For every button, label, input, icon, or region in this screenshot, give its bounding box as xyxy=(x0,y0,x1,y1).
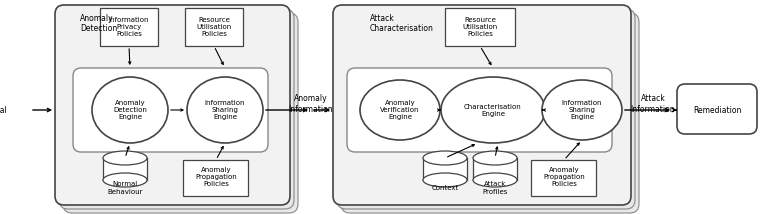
Text: Attack
Information: Attack Information xyxy=(631,94,675,114)
Ellipse shape xyxy=(473,151,517,165)
FancyBboxPatch shape xyxy=(59,9,294,209)
Ellipse shape xyxy=(542,80,622,140)
Ellipse shape xyxy=(92,77,168,143)
Ellipse shape xyxy=(423,173,467,187)
FancyBboxPatch shape xyxy=(100,8,158,46)
Text: Anomaly
Detection: Anomaly Detection xyxy=(80,14,117,33)
Ellipse shape xyxy=(423,151,467,165)
FancyBboxPatch shape xyxy=(185,8,243,46)
Text: Remediation: Remediation xyxy=(693,106,741,114)
Text: Information
Privacy
Policies: Information Privacy Policies xyxy=(109,17,149,37)
FancyBboxPatch shape xyxy=(73,68,268,152)
Ellipse shape xyxy=(441,77,545,143)
Ellipse shape xyxy=(187,77,263,143)
Bar xyxy=(473,158,517,180)
Ellipse shape xyxy=(103,151,147,165)
Text: Characterisation
Engine: Characterisation Engine xyxy=(464,104,522,116)
FancyBboxPatch shape xyxy=(445,8,515,46)
Ellipse shape xyxy=(473,173,517,187)
Ellipse shape xyxy=(360,80,440,140)
Text: Anomaly
Propagation
Policies: Anomaly Propagation Policies xyxy=(195,167,237,187)
Bar xyxy=(103,158,147,180)
Text: Resource
Utilisation
Policies: Resource Utilisation Policies xyxy=(197,17,231,37)
FancyBboxPatch shape xyxy=(63,13,298,213)
Text: Anomaly
Propagation
Policies: Anomaly Propagation Policies xyxy=(543,167,585,187)
Text: Resource
Utilisation
Policies: Resource Utilisation Policies xyxy=(462,17,498,37)
Bar xyxy=(423,158,467,180)
Ellipse shape xyxy=(103,173,147,187)
FancyBboxPatch shape xyxy=(531,160,596,196)
FancyBboxPatch shape xyxy=(337,9,635,209)
FancyBboxPatch shape xyxy=(333,5,631,205)
Text: Anomaly
Verification
Engine: Anomaly Verification Engine xyxy=(380,100,420,120)
Text: Normal
Behaviour: Normal Behaviour xyxy=(108,181,142,195)
Text: Anomaly
Information: Anomaly Information xyxy=(289,94,334,114)
FancyBboxPatch shape xyxy=(55,5,290,205)
Text: Information
Sharing
Engine: Information Sharing Engine xyxy=(205,100,245,120)
FancyBboxPatch shape xyxy=(677,84,757,134)
Text: Context: Context xyxy=(431,185,459,191)
Text: Anomaly
Detection
Engine: Anomaly Detection Engine xyxy=(113,100,147,120)
FancyBboxPatch shape xyxy=(341,13,639,213)
Text: Attack
Characterisation: Attack Characterisation xyxy=(370,14,434,33)
Text: Information
Sharing
Engine: Information Sharing Engine xyxy=(562,100,602,120)
Text: Signal: Signal xyxy=(0,106,7,114)
FancyBboxPatch shape xyxy=(183,160,248,196)
FancyBboxPatch shape xyxy=(347,68,612,152)
Text: Attack
Profiles: Attack Profiles xyxy=(482,181,508,195)
